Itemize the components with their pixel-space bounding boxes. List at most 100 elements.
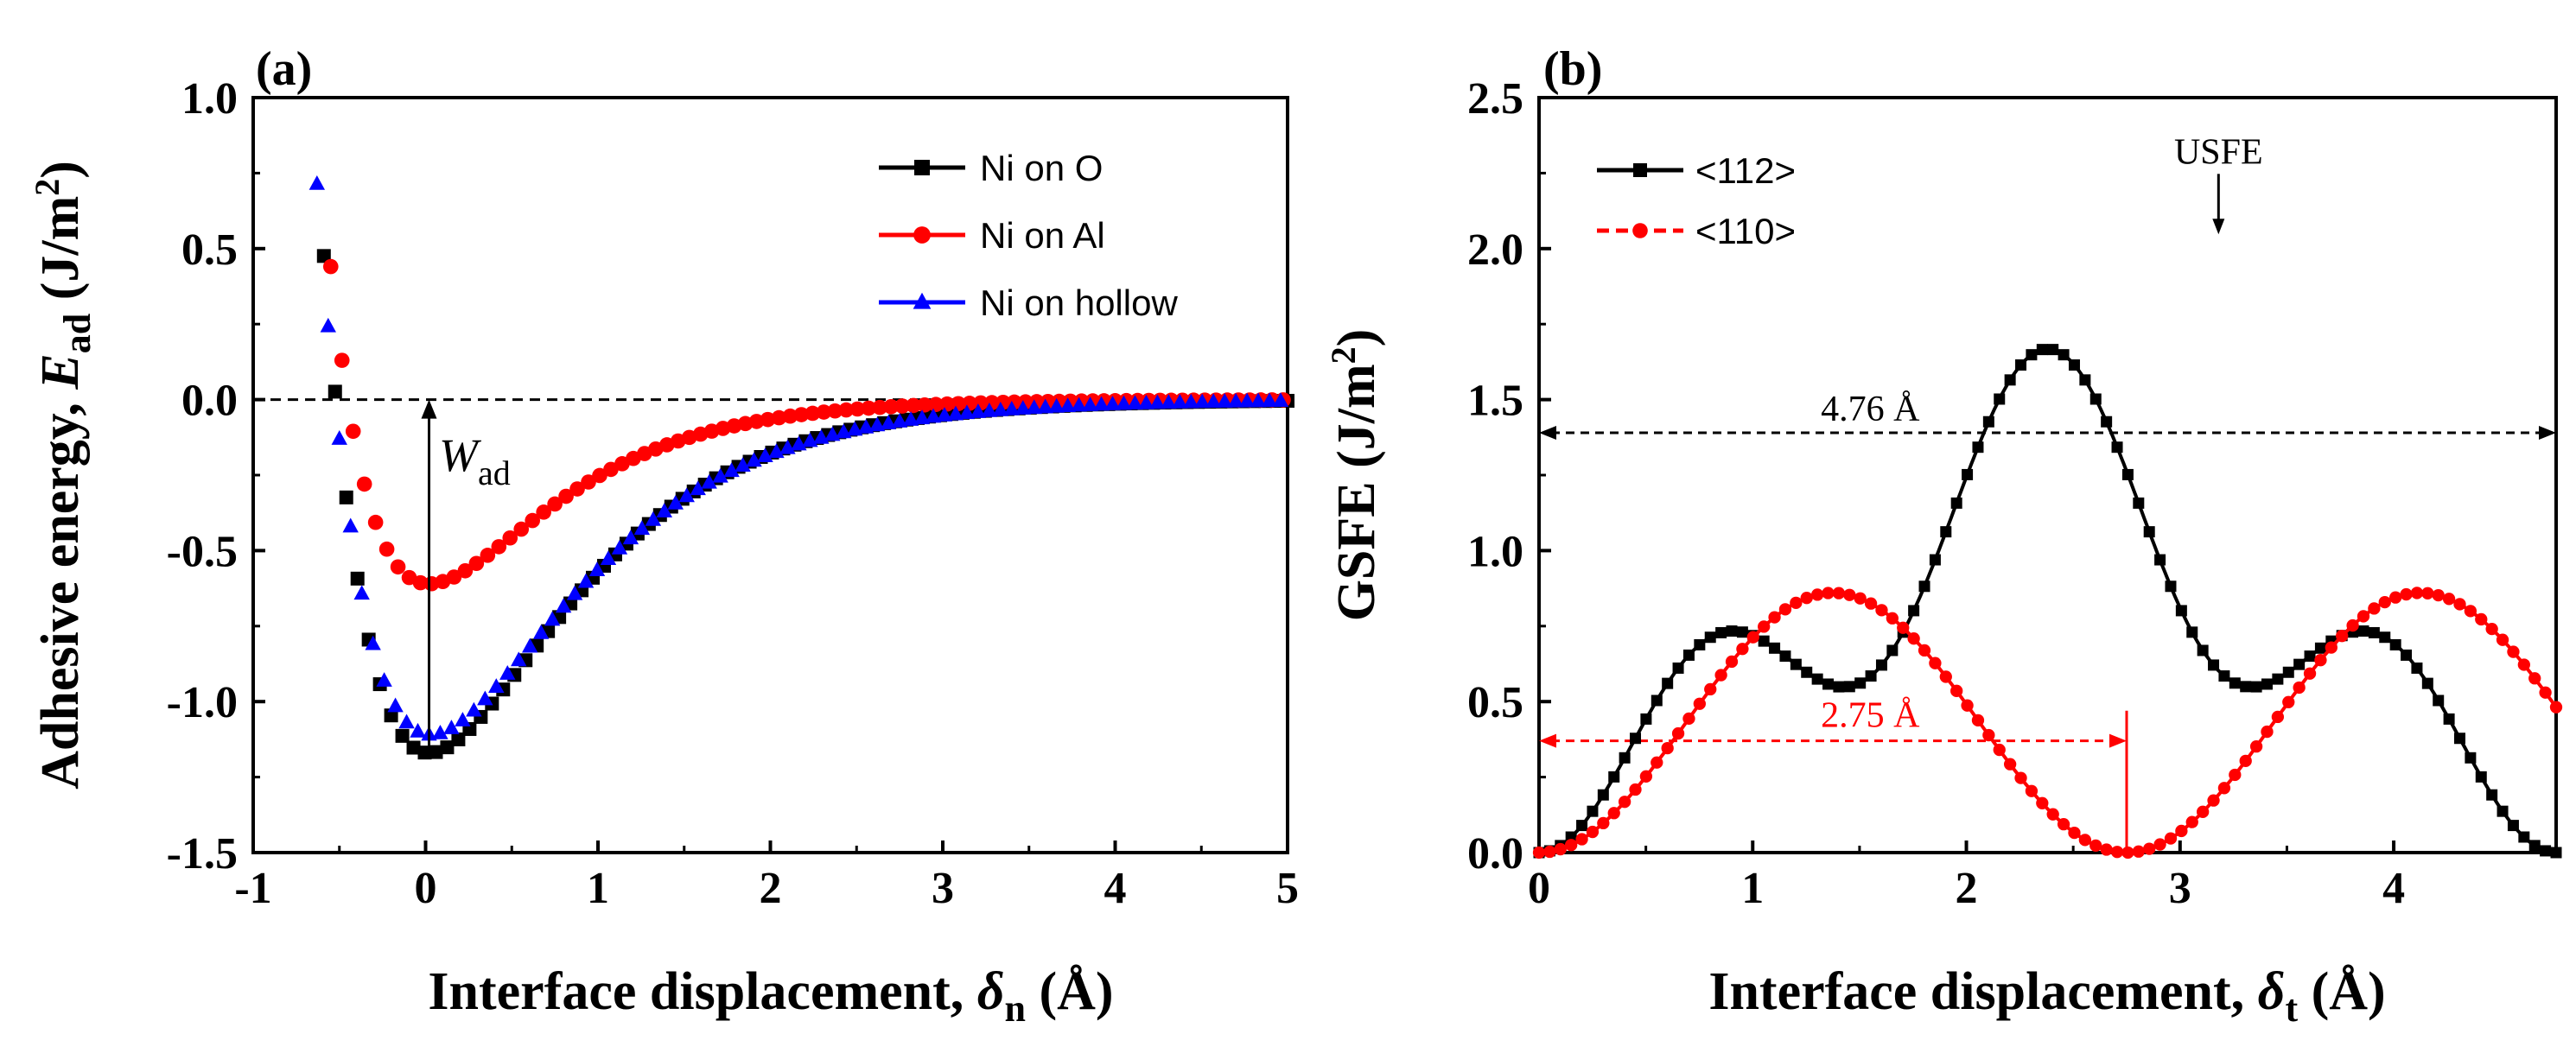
series-b-1-point-88 [2475,612,2488,626]
panel-a-series [308,174,1294,760]
series-1-point-49 [872,399,887,415]
legend-a-0-point-0 [914,160,930,175]
series-b-1-point-93 [2528,672,2541,685]
series-2-point-15 [477,690,493,706]
series-2-point-31 [656,503,673,517]
series-2-point-5 [365,635,381,650]
panel-a-y-tick-label-5: 1.0 [181,74,238,124]
series-b-0-point-8 [1619,752,1631,764]
series-ni-on-o [316,249,1294,760]
series-b-0-point-40 [1962,468,1974,480]
series-b-1-point-50 [2068,826,2081,840]
legend-b-label-0: <112> [1695,150,1796,191]
series-b-0-point-69 [2272,673,2284,685]
series-b-0-point-77 [2357,625,2369,637]
series-b-0-point-5 [1587,805,1599,817]
series-b-0-point-79 [2379,631,2391,644]
panel-a-x-tick-label-3: 2 [760,864,782,913]
series-b-0-point-10 [1640,713,1652,725]
span-275-left-arrow [1539,733,1556,748]
series-2-point-39 [746,452,762,467]
series-b-0-point-44 [2004,374,2016,386]
series-b-1-point-6 [1597,816,1610,830]
usfe-label: USFE [2174,132,2263,172]
series-2-point-34 [690,480,706,496]
series-b-0-point-95 [2550,847,2562,859]
series-1-point-16 [502,530,518,546]
panel-a-y-tick-label-1: -1.0 [167,678,238,727]
series-1-point-25 [603,461,619,478]
series-b-1-point-16 [1704,682,1717,696]
series-1-point-6 [390,559,406,575]
series-b-1-point-70 [2282,695,2295,708]
series-2-point-17 [499,665,516,680]
series-b-1-point-74 [2325,641,2337,654]
series-1-point-50 [883,399,899,415]
series-2-point-41 [768,443,785,459]
series-b-0-point-24 [1790,658,1802,670]
legend-b-0-point-0 [1633,163,1647,177]
series-2-point-63 [1014,400,1031,415]
series-b-0-point-70 [2282,666,2294,678]
series-2-point-58 [958,404,976,420]
panel-a-x-tick-label-0: -1 [234,864,271,913]
series-1-point-5 [378,541,395,557]
series-b-1-point-22 [1768,611,1781,624]
panel-b-x-tick-label-0: 0 [1528,864,1550,913]
series-1-point-41 [782,408,798,424]
series-1-point-40 [771,409,787,426]
series-b-1-point-80 [2389,591,2402,604]
series-1-point-48 [861,400,877,416]
series-b-0-point-15 [1694,638,1706,650]
series-2-point-3 [342,517,359,533]
series-b-0-point-31 [1865,670,1877,682]
series-b-1-point-63 [2207,794,2220,807]
series-b-1-point-78 [2368,602,2381,615]
series-b-0-point-45 [2015,359,2027,371]
series-b-1-point-66 [2239,754,2252,768]
series-b-0-point-53 [2101,415,2113,428]
series-2-point-51 [880,415,897,429]
series-2-point-38 [735,457,751,472]
series-0-point-7 [395,728,410,743]
series-2-point-37 [723,462,740,478]
series-b-0-point-37 [1929,554,1941,566]
panel-a-x-tick-label-6: 5 [1276,864,1299,913]
series-b-1-point-44 [2003,758,2017,771]
series-b-0-point-93 [2528,840,2541,852]
series-b-1-point-10 [1639,770,1653,783]
series-b-0-point-66 [2240,681,2252,693]
panel-a-y-tick-label-4: 0.5 [181,225,238,275]
series-b-1-point-7 [1607,807,1620,820]
series-1-point-12 [457,563,474,579]
series-b-1-point-71 [2293,681,2306,695]
series-b-0-point-4 [1576,820,1588,832]
series-b-1-point-45 [2014,771,2027,784]
series-b-1-point-48 [2046,808,2059,821]
series-b-0-point-42 [1982,415,1994,428]
panel-b-x-tick-label-4: 4 [2382,864,2405,913]
series-2-point-26 [600,550,617,566]
series-b-0-point-52 [2089,393,2102,405]
panel-b-y-tick-label-3: 1.5 [1467,377,1523,426]
series-b-1-point-23 [1778,603,1792,616]
series-b-1-point-77 [2357,610,2370,623]
series-2-point-64 [1026,399,1042,415]
series-b-1-point-75 [2336,630,2349,643]
series-1-point-24 [592,467,607,484]
series-1-point-56 [951,396,966,412]
series-b-1-point-89 [2485,622,2498,636]
series-2-point-57 [947,405,964,421]
series-b-1-point-83 [2421,587,2434,599]
series-b-0-point-41 [1972,441,1984,454]
series-2-point-22 [555,598,572,613]
wad-arrow-head [421,399,437,419]
panel-b-y-tick-label-0: 0.0 [1467,829,1523,879]
series-2-point-8 [398,714,415,729]
panel-b-span-annotations: 4.76 Å 2.75 Å [1539,390,2556,853]
series-b-1-point-91 [2507,645,2520,658]
series-2-point-67 [1059,397,1076,413]
series-b-0-point-54 [2111,441,2123,454]
series-b-1-point-59 [2164,832,2178,845]
